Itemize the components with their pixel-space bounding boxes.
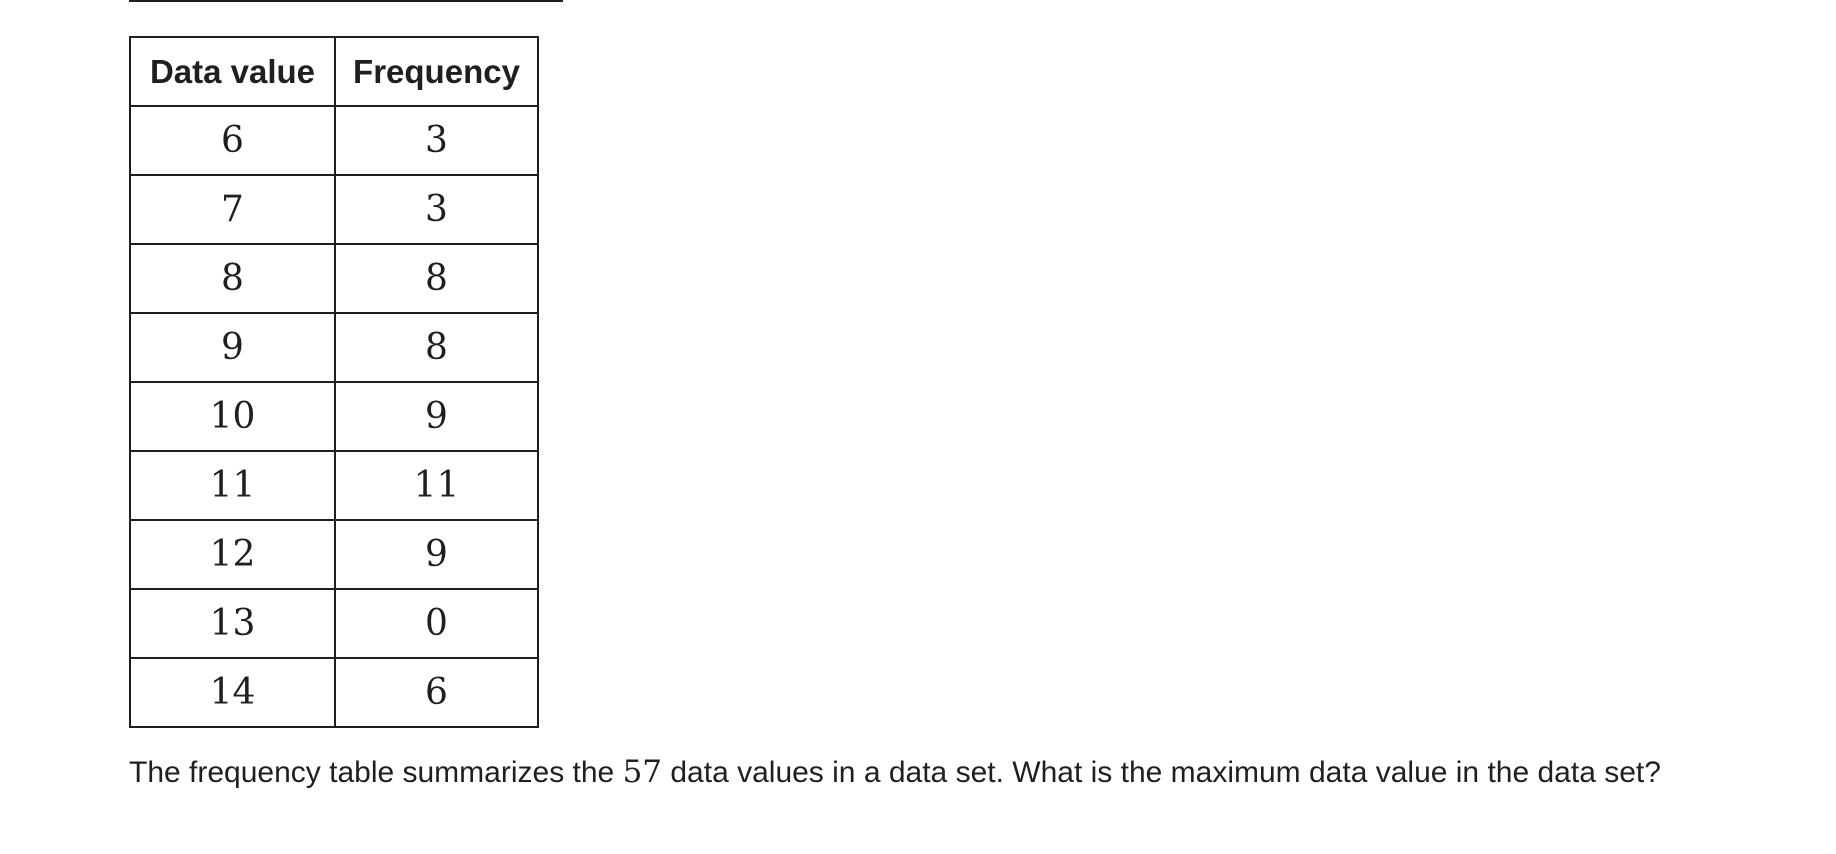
table-row: 7 3: [129, 174, 539, 245]
table-row: 6 3: [129, 105, 539, 176]
header-frequency: Frequency: [334, 36, 539, 107]
cell-data-value: 6: [129, 105, 336, 176]
data-count: 57: [622, 754, 663, 790]
question-text-start: The frequency table summarizes the: [129, 756, 623, 789]
table-header-row: Data value Frequency: [129, 36, 539, 107]
cell-frequency: 6: [334, 657, 539, 728]
cell-frequency: 9: [334, 381, 539, 452]
cell-frequency: 9: [334, 519, 539, 590]
cell-frequency: 8: [334, 243, 539, 314]
question-text-end: data values in a data set. What is the m…: [662, 756, 1661, 789]
cell-frequency: 11: [334, 450, 539, 521]
table-row: 11 11: [129, 450, 539, 521]
top-divider: [129, 0, 563, 2]
cell-data-value: 12: [129, 519, 336, 590]
cell-data-value: 7: [129, 174, 336, 245]
cell-frequency: 0: [334, 588, 539, 659]
cell-data-value: 13: [129, 588, 336, 659]
question-text: The frequency table summarizes the 57 da…: [129, 750, 1689, 795]
cell-frequency: 3: [334, 174, 539, 245]
table-row: 8 8: [129, 243, 539, 314]
header-data-value: Data value: [129, 36, 336, 107]
table-row: 13 0: [129, 588, 539, 659]
table-row: 12 9: [129, 519, 539, 590]
cell-data-value: 14: [129, 657, 336, 728]
frequency-table: Data value Frequency 6 3 7 3 8 8 9 8 10 …: [129, 36, 539, 728]
cell-data-value: 9: [129, 312, 336, 383]
table-row: 10 9: [129, 381, 539, 452]
cell-data-value: 8: [129, 243, 336, 314]
cell-frequency: 3: [334, 105, 539, 176]
cell-frequency: 8: [334, 312, 539, 383]
table-row: 9 8: [129, 312, 539, 383]
cell-data-value: 10: [129, 381, 336, 452]
cell-data-value: 11: [129, 450, 336, 521]
table-row: 14 6: [129, 657, 539, 728]
